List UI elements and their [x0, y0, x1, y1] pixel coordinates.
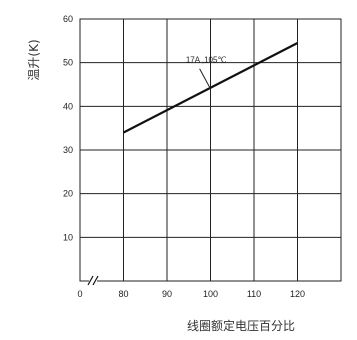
y-axis-title: 温升(K): [27, 39, 41, 80]
tick-labels: 80 90 100 110 120 10 20 30 40 50 60: [63, 14, 305, 299]
axis-break-slash: [92, 275, 99, 286]
y-tick-label: 10: [63, 232, 73, 242]
x-tick-label: 120: [290, 289, 305, 299]
axis-break-mark: [87, 275, 99, 286]
axis-break-slash: [87, 275, 94, 286]
x-tick-label: 80: [118, 289, 128, 299]
y-tick-label: 40: [63, 101, 73, 111]
x-origin-label: 0: [77, 289, 82, 299]
x-axis-title: 线圈额定电压百分比: [187, 318, 295, 333]
x-tick-label: 110: [247, 289, 261, 299]
y-tick-label: 60: [63, 14, 73, 24]
series-lines: [122, 42, 299, 134]
x-tick-label: 100: [203, 289, 218, 299]
series-line: [122, 42, 299, 134]
x-tick-label: 90: [162, 289, 172, 299]
y-tick-label: 20: [63, 189, 73, 199]
annotation-label: 17A ,105℃: [186, 56, 227, 65]
annotation: 17A ,105℃: [186, 56, 227, 90]
annotation-leader-line: [199, 68, 211, 90]
grid: [79, 18, 342, 282]
y-tick-label: 30: [63, 145, 73, 155]
y-tick-label: 50: [63, 58, 73, 68]
